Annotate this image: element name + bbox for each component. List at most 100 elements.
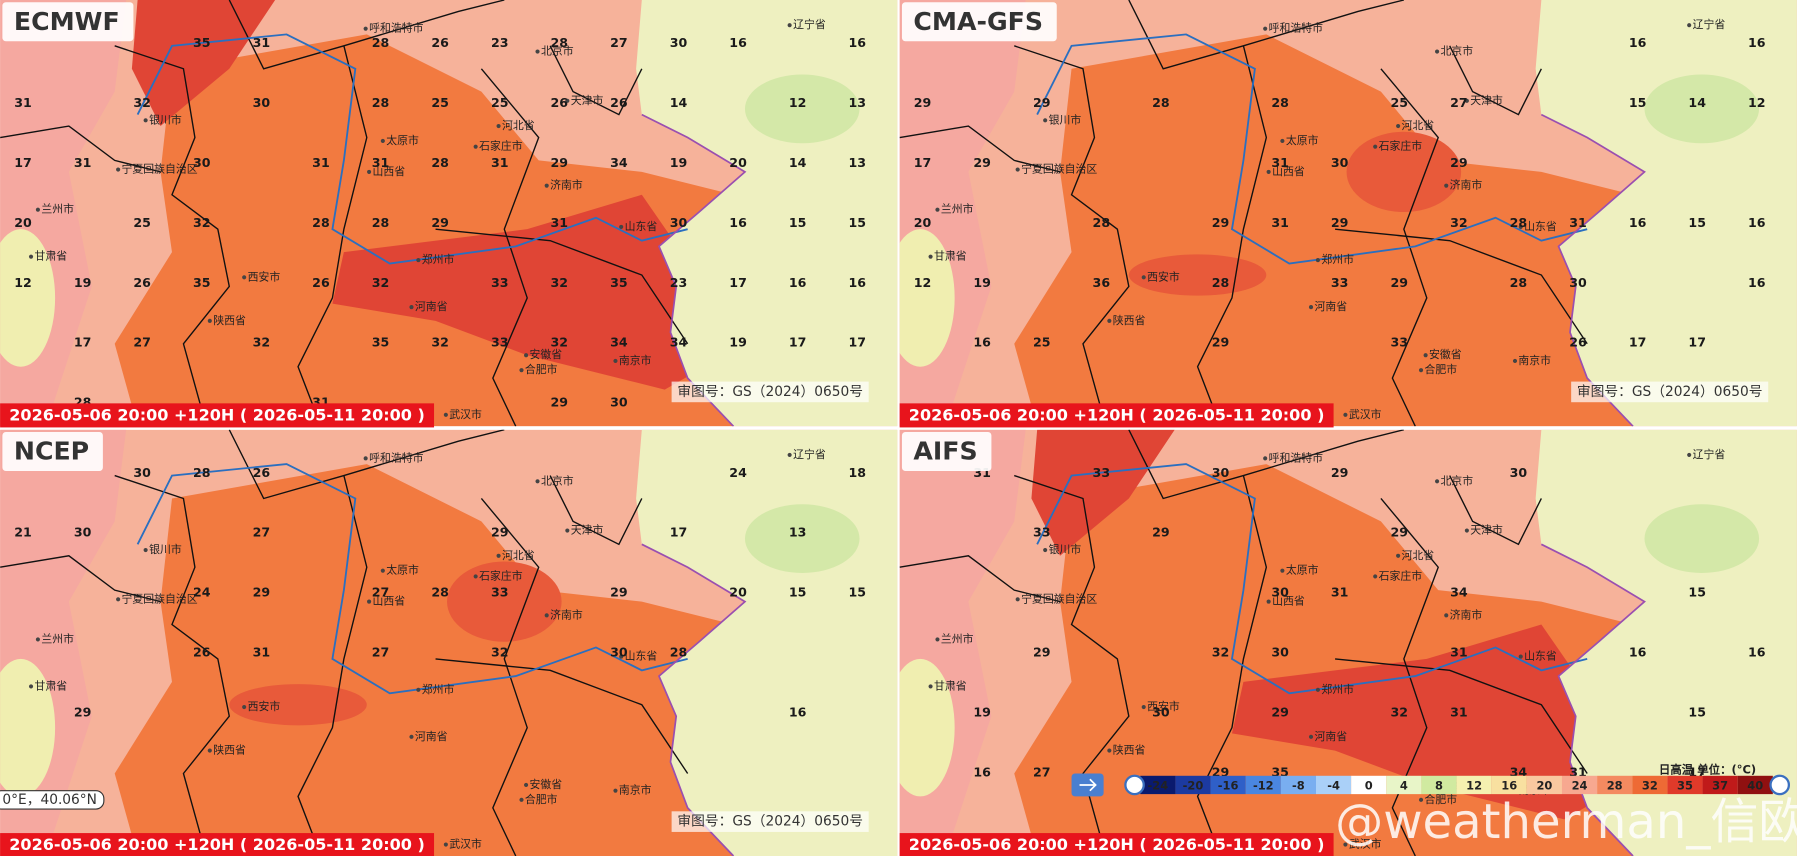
city-dot (443, 842, 448, 847)
temperature-label: 32 (372, 275, 390, 290)
hot-area (1031, 429, 1175, 556)
river (1036, 33, 1588, 265)
temperature-label: 28 (1510, 275, 1528, 290)
temperature-label: 23 (670, 275, 688, 290)
city-label: 银川市 (149, 112, 182, 126)
hot-area (229, 684, 367, 726)
temperature-label: 32 (551, 275, 569, 290)
river (1036, 463, 1588, 695)
city-dot (1280, 568, 1285, 573)
legend-swatch (1175, 775, 1211, 795)
border (549, 45, 643, 116)
city-label: 银川市 (1049, 542, 1082, 556)
city-dot (380, 138, 385, 144)
temperature-label: 36 (1093, 275, 1111, 290)
temperature-label: 29 (74, 704, 92, 719)
temperature-label: 29 (1212, 335, 1230, 350)
temperature-label: 28 (1271, 95, 1289, 110)
city-dot (416, 258, 421, 263)
temperature-label: 29 (1391, 275, 1409, 290)
city-dot (1444, 183, 1449, 188)
city-label: 甘肃省 (34, 250, 67, 263)
temperature-label: 24 (729, 465, 747, 480)
legend-tick: 12 (1466, 779, 1482, 793)
temperature-label: 25 (1033, 335, 1051, 350)
temperature-label: 30 (1212, 465, 1230, 480)
city-label: 河南省 (1314, 300, 1347, 313)
city-label: 辽宁省 (1693, 447, 1726, 461)
temperature-label: 30 (1569, 275, 1587, 290)
temperature-label: 31 (1331, 585, 1349, 600)
temperature-label: 25 (133, 215, 151, 230)
city-label: 天津市 (1470, 93, 1503, 107)
warm-area (114, 464, 734, 856)
temperature-label: 33 (491, 335, 509, 350)
city-dot (1435, 49, 1440, 54)
legend-tick: 40 (1747, 779, 1763, 793)
temperature-label: 29 (1212, 764, 1230, 779)
city-dot (35, 207, 40, 212)
border (435, 658, 689, 774)
temperature-label: 34 (1510, 764, 1528, 779)
city-label: 合肥市 (1424, 792, 1457, 806)
city-dot (619, 224, 624, 229)
legend-tick: 16 (1501, 779, 1517, 793)
city-dot (1308, 734, 1314, 739)
temperature-label: 15 (1688, 704, 1706, 719)
city-label: 石家庄市 (479, 139, 523, 153)
cool-area (899, 658, 955, 797)
model-name: NCEP (14, 437, 89, 466)
border (480, 498, 540, 856)
city-label: 安徽省 (530, 347, 563, 361)
legend-handle (1769, 774, 1791, 796)
city-label: 山东省 (1524, 220, 1557, 233)
legend-tick: -12 (1253, 779, 1274, 793)
hot-area (1128, 254, 1267, 296)
temperature-label: 26 (193, 645, 211, 660)
city-label: 银川市 (149, 542, 182, 556)
temperature-label: 16 (1629, 215, 1647, 230)
temperature-label: 33 (1391, 335, 1409, 350)
temperature-label: 16 (789, 275, 807, 290)
city-label: 北京市 (1441, 473, 1474, 487)
city-dot (363, 456, 368, 461)
city-label: 天津市 (1470, 523, 1503, 537)
temperature-label: 13 (848, 155, 866, 170)
hot-area (332, 194, 745, 390)
legend-tick: 32 (1642, 779, 1658, 793)
city-label: 甘肃省 (34, 679, 67, 692)
city-label: 郑州市 (1321, 252, 1354, 266)
temperature-label: 28 (431, 585, 449, 600)
model-box (2, 2, 134, 42)
temperature-label: 12 (14, 275, 32, 290)
temperature-label: 32 (431, 335, 449, 350)
border (1196, 475, 1268, 856)
temperature-label: 15 (789, 585, 807, 600)
temperature-label: 27 (1450, 95, 1468, 110)
city-dot (787, 23, 792, 28)
city-label: 山西省 (1272, 165, 1305, 178)
border (1380, 498, 1440, 856)
temperature-label: 31 (1450, 645, 1468, 660)
city-label: 兰州市 (41, 202, 74, 216)
temperature-label: 28 (372, 35, 390, 50)
city-dot (1141, 704, 1146, 710)
legend-tick: 20 (1536, 779, 1552, 793)
city-dot (935, 207, 940, 212)
city-label: 石家庄市 (479, 568, 523, 582)
city-dot (1315, 687, 1320, 692)
temperature-label: 29 (1331, 215, 1349, 230)
city-dot (1464, 528, 1469, 533)
temperature-label: 15 (848, 585, 866, 600)
temperature-label: 32 (1212, 645, 1230, 660)
temperature-label: 31 (74, 155, 92, 170)
legend-tick: 37 (1712, 779, 1728, 793)
city-dot (28, 254, 34, 259)
temperature-label: 31 (253, 645, 271, 660)
legend-swatch (1386, 775, 1422, 795)
temperature-label: 17 (848, 335, 866, 350)
legend-swatch (1421, 775, 1457, 795)
border (1014, 45, 1130, 427)
temperature-label: 35 (1271, 764, 1289, 779)
